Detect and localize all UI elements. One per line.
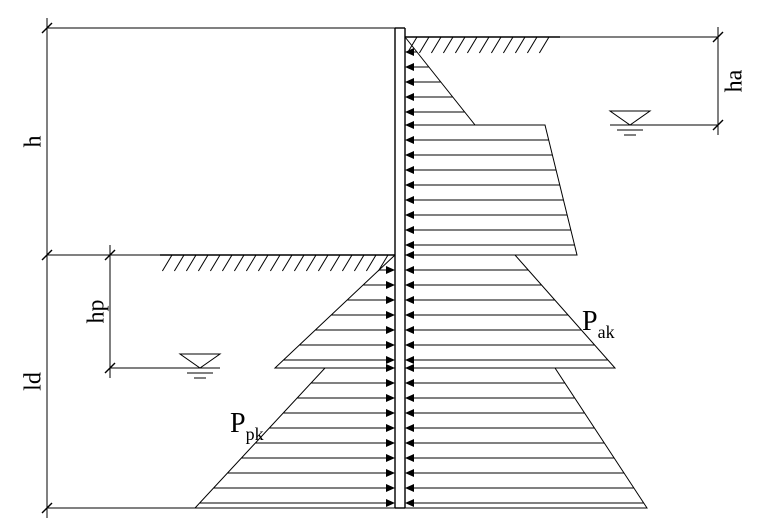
active-pressure <box>405 37 647 508</box>
diagram: h ld hp ha Pak Ppk <box>21 18 748 518</box>
retaining-wall <box>395 28 405 508</box>
ground-surfaces <box>160 37 560 271</box>
dim-label-hp: hp <box>84 300 110 324</box>
label-active-pressure: Pak <box>582 306 615 342</box>
dim-label-ld: ld <box>21 372 47 391</box>
label-passive-pressure: Ppk <box>230 408 264 444</box>
dim-label-ha: ha <box>722 69 748 92</box>
passive-pressure <box>195 255 395 508</box>
dim-label-h: h <box>21 136 47 148</box>
